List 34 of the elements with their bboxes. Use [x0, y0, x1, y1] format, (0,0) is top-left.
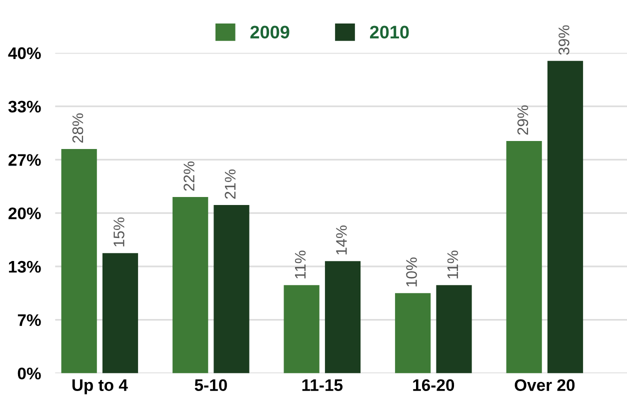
data-label: 39%: [558, 25, 570, 55]
y-tick-label: 33%: [8, 100, 41, 113]
x-tick-label: 16-20: [413, 379, 454, 392]
data-label: 11%: [294, 250, 306, 278]
bar: [547, 60, 584, 374]
data-label: 14%: [336, 226, 347, 254]
x-tick-label: Over 20: [514, 379, 575, 392]
data-label: 28%: [72, 113, 84, 143]
x-tick-label: Up to 4: [72, 379, 128, 394]
data-label: 10%: [406, 258, 417, 286]
bar: [324, 261, 361, 374]
x-tick-label: 5-10: [194, 379, 227, 392]
data-label: 21%: [224, 169, 236, 199]
data-label: 29%: [517, 105, 528, 135]
y-tick-label: 20%: [8, 207, 41, 220]
data-label: 15%: [114, 218, 124, 246]
bar: [395, 293, 431, 374]
y-tick-label: 7%: [18, 314, 41, 326]
bar: [61, 149, 97, 374]
data-label: 22%: [184, 161, 194, 191]
bar: [284, 285, 320, 374]
legend-label: 2009: [250, 26, 290, 39]
y-tick-label: 40%: [8, 47, 41, 60]
y-tick-label: 27%: [8, 154, 41, 166]
bar: [436, 285, 472, 374]
bar: [102, 253, 138, 374]
x-tick-label: 11-15: [302, 379, 343, 392]
bar: [214, 205, 250, 374]
bar: [172, 197, 208, 374]
bar: [506, 140, 542, 374]
data-label: 11%: [447, 250, 458, 278]
legend-label: 2010: [370, 26, 409, 39]
y-tick-label: 13%: [8, 260, 41, 273]
y-tick-label: 0%: [18, 368, 41, 380]
